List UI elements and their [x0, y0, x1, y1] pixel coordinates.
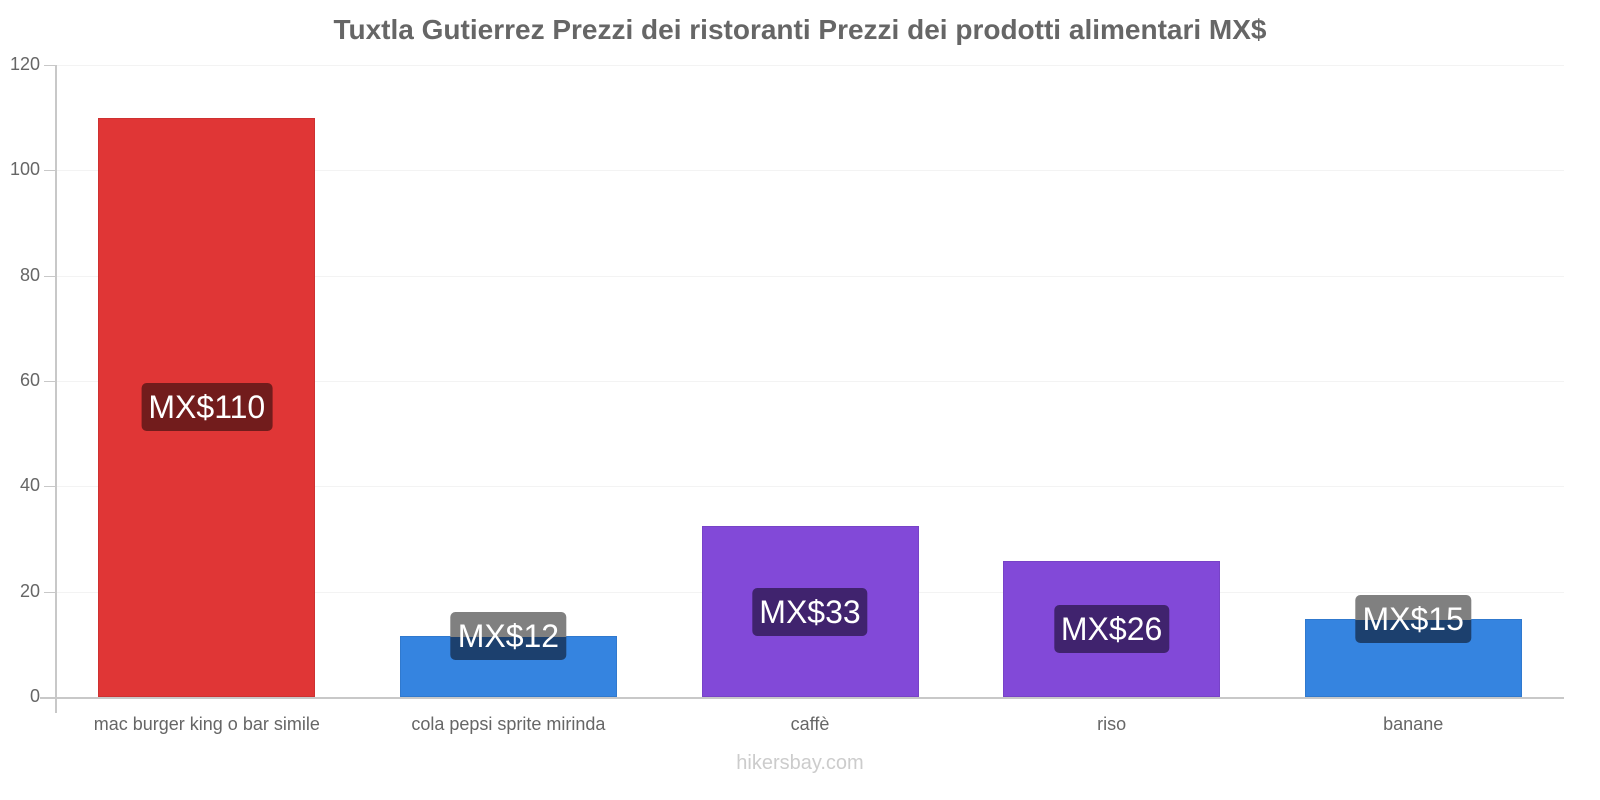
chart-title: Tuxtla Gutierrez Prezzi dei ristoranti P… — [333, 14, 1267, 45]
x-tick-label: mac burger king o bar simile — [93, 714, 320, 734]
gridline — [56, 170, 1564, 172]
y-tick-mark — [44, 381, 56, 382]
x-tick-label: banane — [1383, 714, 1444, 734]
gridline — [56, 486, 1564, 488]
y-tick-mark — [44, 170, 56, 172]
bar-value-label: MX$33 — [752, 587, 868, 636]
gridline — [56, 275, 1564, 277]
x-axis-line — [40, 697, 1564, 699]
bar-value-label: MX$110 — [141, 383, 273, 432]
x-tick-label: caffè — [790, 714, 830, 734]
bar-value-label: MX$15 — [1355, 594, 1471, 643]
bar-value-label: MX$12 — [450, 612, 567, 661]
y-tick-mark — [44, 591, 56, 593]
x-tick-label: cola pepsi sprite mirinda — [411, 714, 606, 734]
gridline — [56, 65, 1564, 66]
y-axis-line — [55, 65, 57, 713]
y-tick-label: 60 — [19, 370, 40, 390]
y-tick-label: 100 — [9, 159, 40, 180]
bar-value-label: MX$26 — [1053, 604, 1170, 653]
y-tick-label: 20 — [19, 580, 40, 601]
y-tick-mark — [44, 275, 56, 277]
y-tick-label: 120 — [9, 54, 40, 74]
watermark: hikersbay.com — [736, 752, 864, 774]
gridline — [56, 381, 1564, 382]
y-tick-mark — [44, 697, 56, 698]
y-tick-label: 80 — [19, 264, 40, 285]
y-tick-mark — [44, 486, 56, 488]
x-tick-label: riso — [1097, 714, 1127, 734]
y-tick-label: 0 — [29, 686, 40, 706]
y-tick-label: 40 — [19, 475, 40, 496]
y-tick-mark — [44, 65, 56, 66]
